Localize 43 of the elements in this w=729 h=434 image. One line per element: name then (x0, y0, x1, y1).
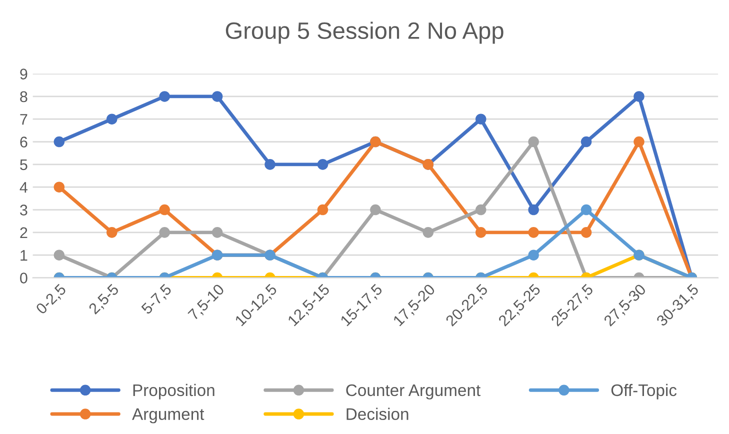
point (317, 204, 328, 216)
legend-label: Argument (132, 408, 204, 424)
point (264, 159, 276, 170)
point (54, 136, 65, 148)
y-tick-label: 4 (20, 182, 28, 193)
y-tick-label: 9 (20, 68, 28, 80)
point (528, 250, 539, 260)
point (212, 227, 223, 238)
point (475, 227, 486, 238)
point (634, 91, 644, 102)
point (317, 159, 328, 170)
point (528, 204, 539, 216)
point (475, 114, 486, 124)
legend-label: Off-Topic (611, 384, 677, 400)
point (580, 136, 592, 148)
y-tick-label: 0 (20, 272, 28, 284)
point (370, 204, 381, 216)
y-tick-label: 1 (20, 250, 28, 261)
point (580, 204, 592, 216)
y-tick-label: 3 (20, 204, 28, 216)
point (212, 91, 223, 102)
point (159, 91, 170, 102)
point (159, 227, 170, 238)
legend-label: Decision (346, 408, 408, 420)
point (159, 204, 170, 216)
point (106, 227, 118, 238)
point (634, 136, 644, 148)
point (528, 136, 539, 148)
point (528, 227, 539, 238)
y-tick-label: 8 (20, 91, 28, 102)
point (54, 250, 65, 260)
point (475, 204, 486, 216)
y-tick-label: 7 (20, 114, 28, 125)
y-tick-label: 6 (20, 136, 28, 148)
point (422, 227, 434, 238)
legend-label: Counter Argument (346, 384, 481, 400)
chart-title: Group 5 Session 2 No App (226, 22, 504, 44)
point (106, 114, 118, 124)
legend-label: Proposition (133, 384, 214, 400)
y-tick-label: 5 (20, 159, 28, 170)
point (54, 182, 65, 192)
point (580, 227, 592, 238)
y-tick-label: 2 (20, 227, 28, 238)
